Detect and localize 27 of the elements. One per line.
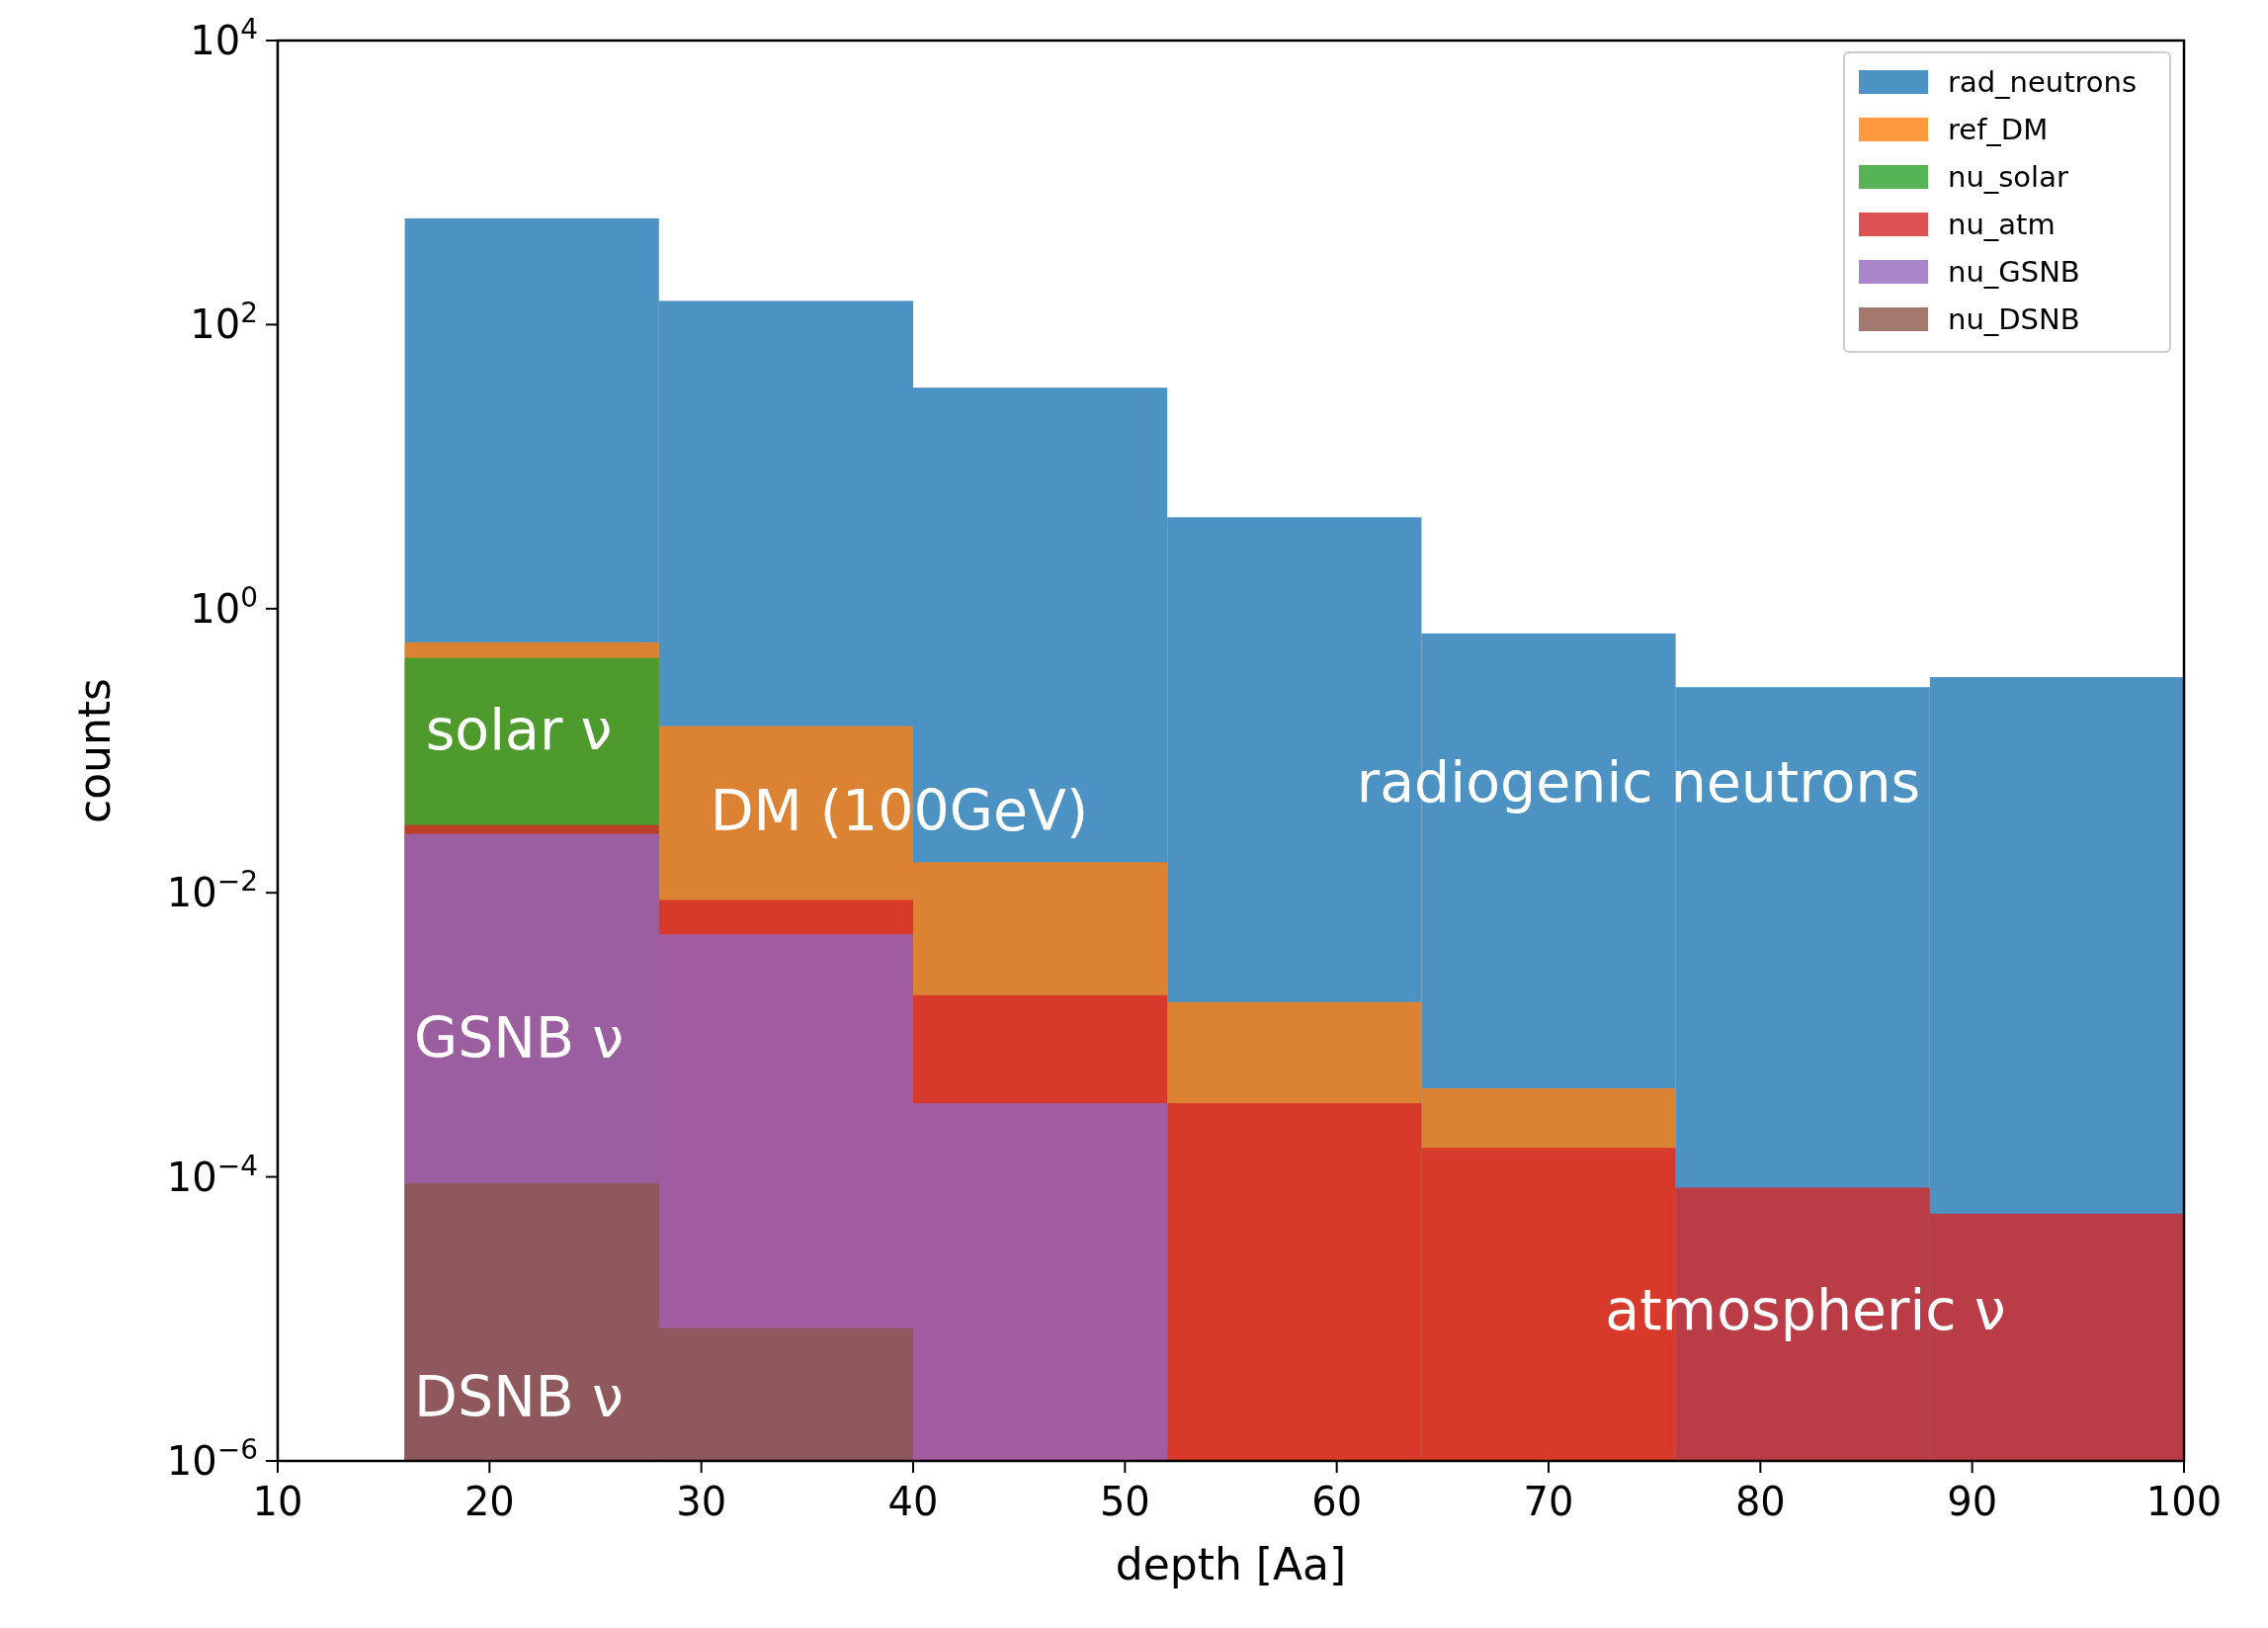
- x-tick-label: 20: [463, 1479, 515, 1524]
- y-tick-label: 10$^{0}$: [190, 580, 258, 632]
- x-tick-label: 80: [1734, 1479, 1786, 1524]
- legend-label: nu_GSNB: [1948, 255, 2080, 289]
- y-axis-title: counts: [69, 677, 120, 824]
- x-tick-label: 100: [2145, 1479, 2223, 1524]
- legend-label: nu_solar: [1948, 160, 2068, 194]
- legend-label: rad_neutrons: [1948, 65, 2138, 99]
- x-tick-label: 60: [1311, 1479, 1363, 1524]
- x-tick-label: 40: [887, 1479, 939, 1524]
- annotation: radiogenic neutrons: [1356, 748, 1921, 814]
- x-axis-title: depth [Aa]: [1115, 1539, 1347, 1589]
- x-tick-label: 90: [1947, 1479, 1998, 1524]
- annotation: GSNB ν: [413, 1004, 625, 1071]
- y-tick-label: 10$^{−4}$: [166, 1149, 258, 1200]
- x-tick-label: 50: [1099, 1479, 1150, 1524]
- x-tick-label: 70: [1523, 1479, 1574, 1524]
- legend-label: nu_atm: [1948, 208, 2056, 241]
- y-tick-label: 10$^{4}$: [190, 12, 258, 63]
- x-tick-label: 30: [676, 1479, 727, 1524]
- y-tick-label: 10$^{−2}$: [166, 864, 258, 916]
- annotation: atmospheric ν: [1605, 1276, 2006, 1342]
- annotation: solar ν: [425, 696, 613, 762]
- legend-label: nu_DSNB: [1948, 302, 2080, 336]
- legend-label: ref_DM: [1948, 113, 2049, 146]
- y-tick-label: 10$^{2}$: [190, 296, 258, 348]
- annotation: DSNB ν: [414, 1363, 624, 1429]
